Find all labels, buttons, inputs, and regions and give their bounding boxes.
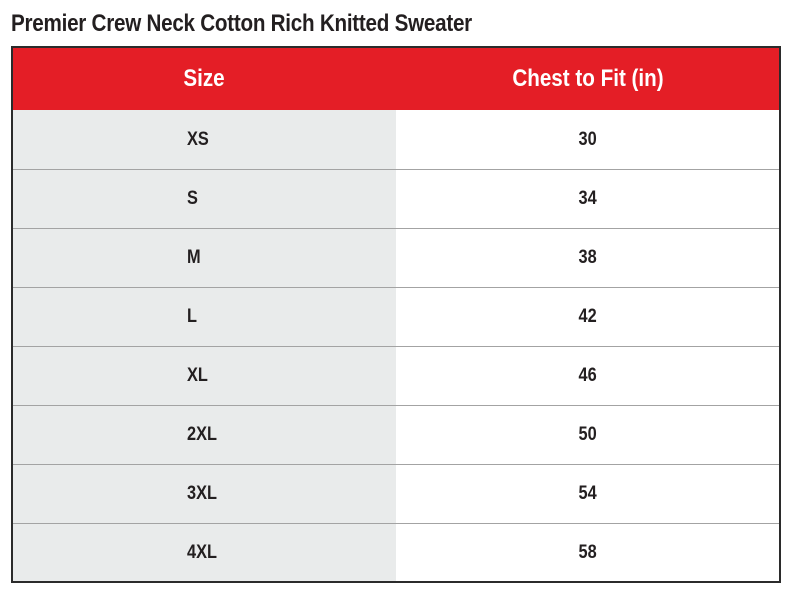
table-row: M 38 bbox=[13, 228, 779, 287]
size-column-background bbox=[13, 110, 396, 581]
column-header-chest: Chest to Fit (in) bbox=[396, 48, 779, 110]
table-row: S 34 bbox=[13, 169, 779, 228]
chest-cell: 38 bbox=[396, 228, 779, 287]
column-header-chest-label: Chest to Fit (in) bbox=[511, 65, 664, 92]
chest-value: 30 bbox=[578, 129, 597, 150]
chest-value: 46 bbox=[578, 365, 597, 386]
chest-value: 54 bbox=[578, 483, 597, 504]
column-header-size: Size bbox=[13, 48, 396, 110]
chest-value: 34 bbox=[578, 188, 597, 209]
chest-cell: 30 bbox=[396, 110, 779, 169]
table-row: XS 30 bbox=[13, 110, 779, 169]
size-value: L bbox=[187, 306, 197, 327]
size-cell: S bbox=[187, 169, 247, 228]
row-divider bbox=[13, 169, 779, 170]
chest-value: 50 bbox=[578, 424, 597, 445]
table-row: XL 46 bbox=[13, 346, 779, 405]
size-cell: XS bbox=[187, 110, 247, 169]
chest-cell: 34 bbox=[396, 169, 779, 228]
row-divider bbox=[13, 228, 779, 229]
chest-value: 42 bbox=[578, 306, 597, 327]
chest-cell: 46 bbox=[396, 346, 779, 405]
size-value: S bbox=[187, 188, 198, 209]
chest-value: 58 bbox=[578, 542, 597, 563]
size-value: XL bbox=[187, 365, 208, 386]
size-value: M bbox=[187, 247, 201, 268]
table-row: 2XL 50 bbox=[13, 405, 779, 464]
row-divider bbox=[13, 405, 779, 406]
size-cell: M bbox=[187, 228, 247, 287]
size-value: 2XL bbox=[187, 424, 217, 445]
table-body: XS 30 S 34 M 38 L 42 XL 46 2XL 50 3XL 54 4XL 58 bbox=[13, 110, 779, 581]
page-title: Premier Crew Neck Cotton Rich Knitted Sw… bbox=[11, 10, 472, 37]
table-header: Size Chest to Fit (in) bbox=[13, 48, 779, 110]
chest-cell: 58 bbox=[396, 523, 779, 582]
size-cell: 2XL bbox=[187, 405, 247, 464]
size-chart-table: Size Chest to Fit (in) XS 30 S 34 M 38 L 42 XL 46… bbox=[11, 46, 781, 583]
chest-cell: 54 bbox=[396, 464, 779, 523]
size-value: XS bbox=[187, 129, 209, 150]
table-row: L 42 bbox=[13, 287, 779, 346]
column-header-size-label: Size bbox=[183, 65, 226, 92]
size-value: 4XL bbox=[187, 542, 217, 563]
table-row: 4XL 58 bbox=[13, 523, 779, 582]
chest-cell: 50 bbox=[396, 405, 779, 464]
size-cell: L bbox=[187, 287, 247, 346]
row-divider bbox=[13, 523, 779, 524]
row-divider bbox=[13, 464, 779, 465]
chest-value: 38 bbox=[578, 247, 597, 268]
size-cell: XL bbox=[187, 346, 247, 405]
table-row: 3XL 54 bbox=[13, 464, 779, 523]
row-divider bbox=[13, 287, 779, 288]
size-cell: 4XL bbox=[187, 523, 247, 582]
row-divider bbox=[13, 346, 779, 347]
size-value: 3XL bbox=[187, 483, 217, 504]
chest-cell: 42 bbox=[396, 287, 779, 346]
size-cell: 3XL bbox=[187, 464, 247, 523]
